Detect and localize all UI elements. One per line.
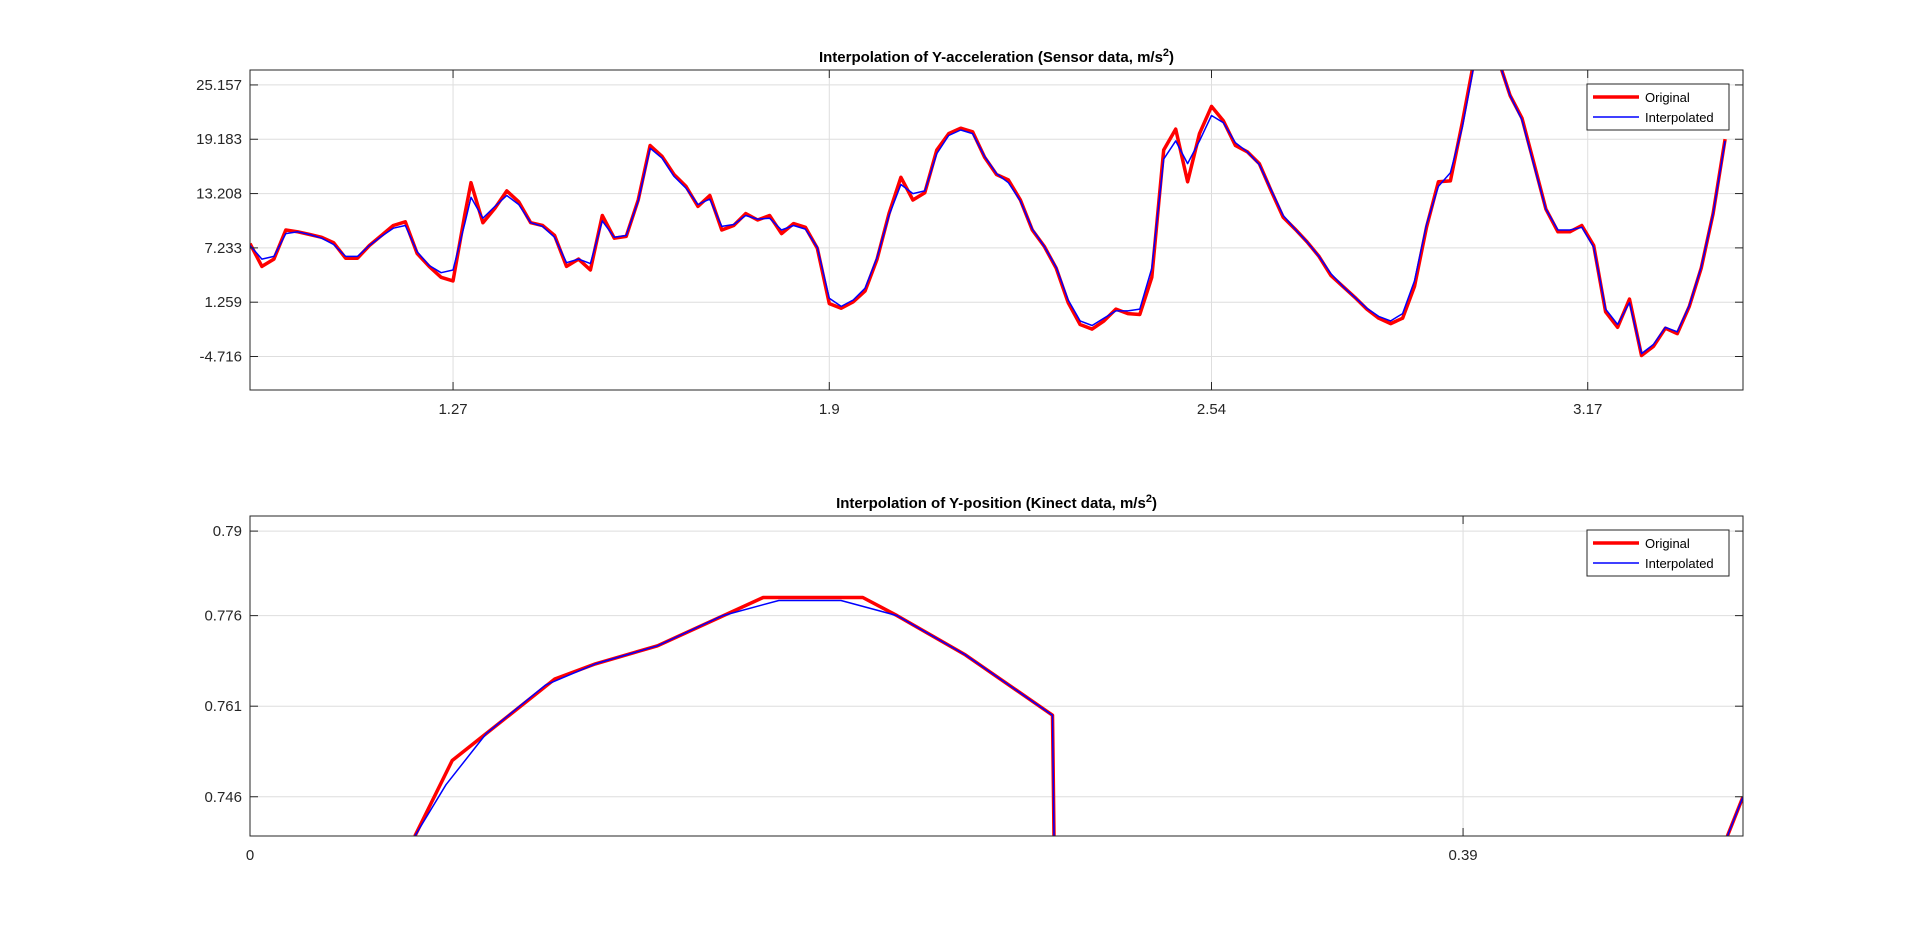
acceleration-ytick-label-4: 19.183 <box>196 131 242 148</box>
position-series-interpolated-tail <box>1726 796 1743 836</box>
acceleration-series-original <box>250 70 1727 358</box>
position-ytick-label-3: 0.79 <box>213 523 242 540</box>
acceleration-title-main: Interpolation of Y-acceleration (Sensor … <box>819 49 1163 66</box>
position-title-superscript: 2 <box>1146 493 1152 505</box>
position-axes-frame <box>249 515 1744 837</box>
acceleration-lines <box>250 70 1727 358</box>
acceleration-grid <box>250 70 1743 390</box>
position-legend-box <box>1586 529 1730 577</box>
position-ytick-label-1: 0.761 <box>204 698 242 715</box>
position-ytick-label-2: 0.776 <box>204 608 242 625</box>
acceleration-ytick-label-5: 25.157 <box>196 77 242 94</box>
acceleration-series-interpolated <box>250 70 1726 355</box>
acceleration-chart: Interpolation of Y-acceleration (Sensor … <box>196 47 1744 418</box>
position-ticks: 0 0.39 0.746 0.761 0.776 0.79 <box>204 516 1743 864</box>
position-series-original <box>413 595 1056 836</box>
position-title-suffix: ) <box>1152 495 1157 512</box>
acceleration-xtick-label-3: 3.17 <box>1573 401 1602 418</box>
acceleration-ytick-label-1: 1.259 <box>204 294 242 311</box>
acceleration-legend: Original Interpolated <box>1586 83 1730 131</box>
acceleration-xtick-label-2: 2.54 <box>1197 401 1226 418</box>
acceleration-ticks: 1.27 1.9 2.54 3.17 -4.716 1.259 7.233 13.208 19.… <box>196 70 1743 418</box>
position-ytick-label-0: 0.746 <box>204 789 242 806</box>
position-legend-interpolated-label: Interpolated <box>1645 556 1714 571</box>
position-chart: Interpolation of Y-position (Kinect data… <box>204 493 1744 864</box>
position-chart-title: Interpolation of Y-position (Kinect data… <box>836 493 1157 512</box>
acceleration-legend-original-label: Original <box>1645 90 1690 105</box>
acceleration-xtick-label-0: 1.27 <box>438 401 467 418</box>
position-legend: Original Interpolated <box>1586 529 1730 577</box>
position-xtick-label-0: 0 <box>246 847 254 864</box>
position-lines <box>413 595 1743 836</box>
acceleration-legend-interpolated-label: Interpolated <box>1645 110 1714 125</box>
acceleration-title-suffix: ) <box>1169 49 1174 66</box>
acceleration-chart-title: Interpolation of Y-acceleration (Sensor … <box>819 47 1174 66</box>
acceleration-title-superscript: 2 <box>1163 47 1169 59</box>
position-series-interpolated <box>414 599 1055 836</box>
acceleration-xtick-label-1: 1.9 <box>819 401 840 418</box>
position-xtick-label-1: 0.39 <box>1448 847 1477 864</box>
acceleration-ytick-label-0: -4.716 <box>199 349 242 366</box>
acceleration-axes-frame <box>249 69 1744 391</box>
position-legend-original-label: Original <box>1645 536 1690 551</box>
acceleration-ytick-label-2: 7.233 <box>204 240 242 257</box>
acceleration-legend-box <box>1586 83 1730 131</box>
position-title-main: Interpolation of Y-position (Kinect data… <box>836 495 1146 512</box>
acceleration-ytick-label-3: 13.208 <box>196 186 242 203</box>
